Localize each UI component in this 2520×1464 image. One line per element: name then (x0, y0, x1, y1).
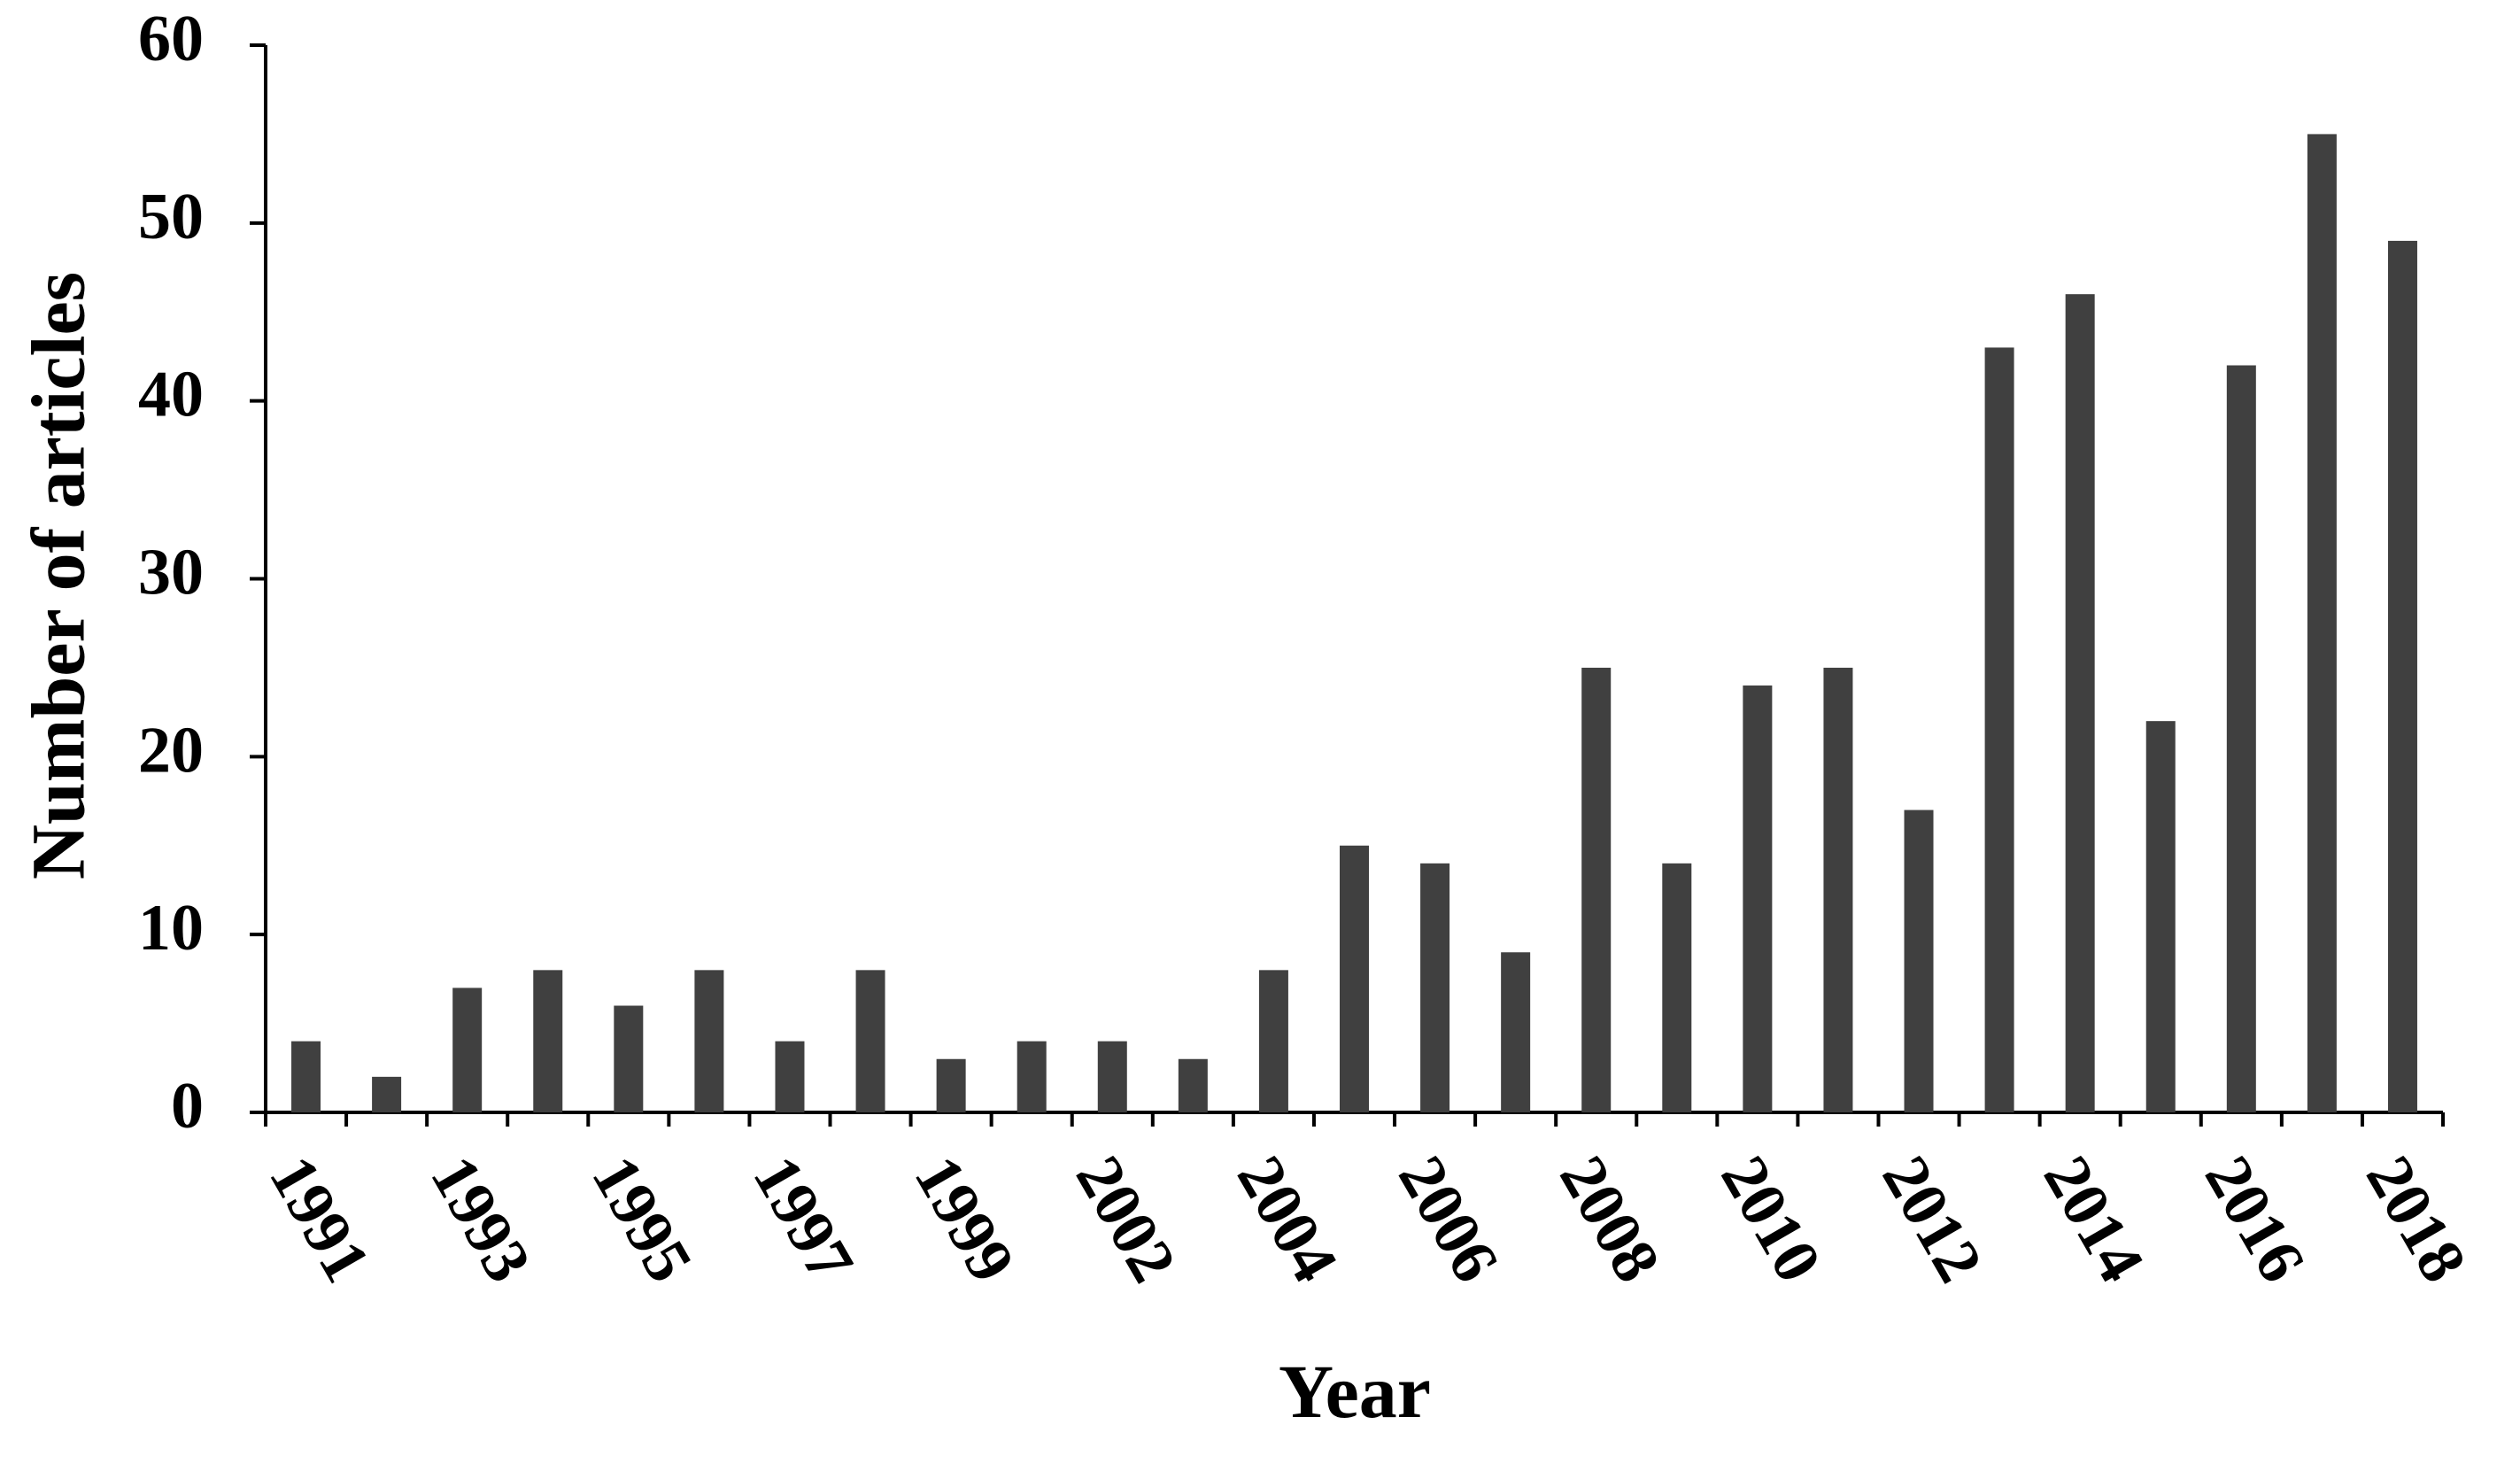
x-axis-title: Year (1279, 1349, 1431, 1434)
x-tick-label: 1991 (255, 1144, 383, 1294)
bar (1743, 686, 1773, 1112)
bar (1097, 1041, 1127, 1112)
x-tick-label: 2016 (2191, 1144, 2319, 1294)
bar (1662, 863, 1692, 1112)
bar (1823, 667, 1853, 1112)
bar (2307, 134, 2337, 1113)
bar (1420, 863, 1450, 1112)
x-tick-label: 2018 (2352, 1144, 2480, 1294)
bar (2145, 721, 2176, 1112)
y-tick-label: 40 (138, 359, 204, 431)
y-tick-label: 10 (138, 892, 204, 964)
bar (1984, 347, 2014, 1113)
y-tick-label: 50 (138, 181, 204, 253)
x-tick-label: 2008 (1545, 1144, 1674, 1294)
x-tick-label: 2012 (1868, 1144, 1997, 1294)
y-tick-label: 0 (171, 1070, 204, 1143)
bar (1501, 952, 1531, 1112)
y-axis-title: Number of articles (16, 272, 101, 879)
bar (2387, 240, 2417, 1113)
x-tick-label: 2006 (1384, 1144, 1512, 1294)
bar (614, 1005, 644, 1112)
bar (291, 1041, 321, 1112)
x-tick-label: 1999 (901, 1144, 1029, 1294)
x-tick-label: 1997 (739, 1144, 868, 1294)
y-tick-label: 20 (138, 714, 204, 786)
y-tick-label: 30 (138, 536, 204, 608)
bar (694, 970, 724, 1112)
bar (1178, 1058, 1208, 1112)
x-tick-label: 2002 (1062, 1144, 1190, 1294)
bar (1581, 667, 1612, 1112)
bar (1340, 845, 1369, 1112)
y-tick-label: 60 (138, 3, 204, 75)
bar (936, 1058, 966, 1112)
bar (855, 970, 885, 1112)
bar (2065, 294, 2095, 1113)
bar (452, 988, 483, 1112)
bar (533, 970, 563, 1112)
bar (1017, 1041, 1047, 1112)
bar (372, 1076, 402, 1112)
x-tick-label: 2010 (1706, 1144, 1835, 1294)
bar (775, 1041, 805, 1112)
bar (2226, 365, 2256, 1112)
bar (1258, 970, 1288, 1112)
x-tick-label: 2004 (1223, 1144, 1351, 1294)
x-tick-label: 1995 (577, 1144, 706, 1294)
bar (1904, 809, 1934, 1112)
x-tick-label: 1993 (416, 1144, 545, 1294)
x-tick-label: 2014 (2029, 1144, 2158, 1294)
